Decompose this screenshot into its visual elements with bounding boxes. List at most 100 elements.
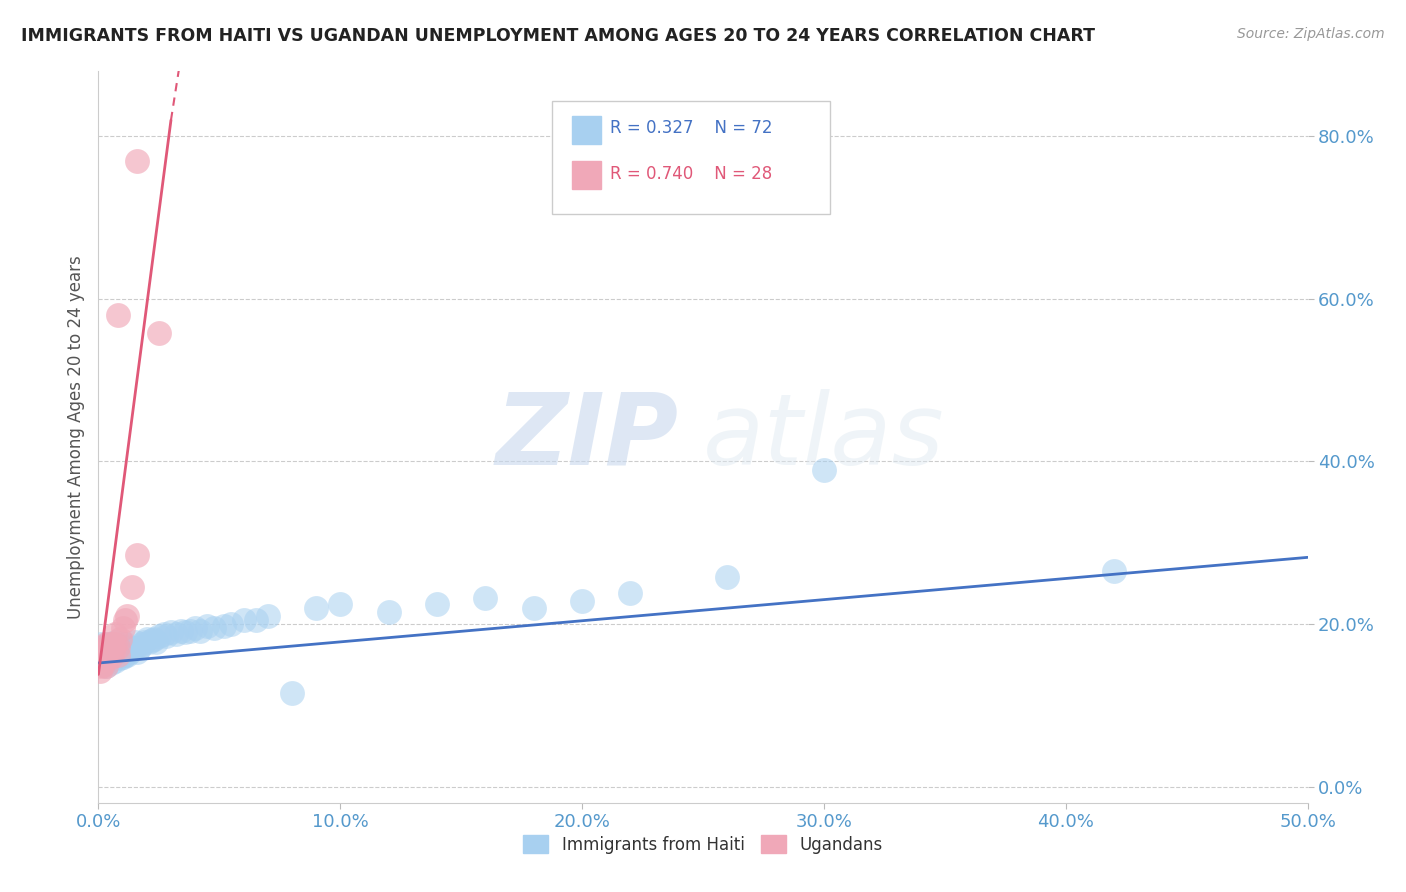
Point xyxy=(100,656,122,670)
Point xyxy=(100,648,122,662)
Point xyxy=(124,635,146,649)
Point xyxy=(474,591,496,605)
Point xyxy=(91,657,114,672)
Point xyxy=(94,659,117,673)
Point xyxy=(91,640,114,654)
Point xyxy=(179,624,201,638)
Point xyxy=(104,654,127,668)
Point xyxy=(195,618,218,632)
Point xyxy=(426,597,449,611)
Point xyxy=(94,637,117,651)
Point xyxy=(117,608,139,623)
Point xyxy=(141,633,163,648)
Point xyxy=(160,625,183,640)
Point xyxy=(127,548,149,562)
Point xyxy=(188,624,211,638)
Point xyxy=(89,654,111,668)
Point xyxy=(101,651,124,665)
Point xyxy=(305,600,328,615)
Point xyxy=(104,626,127,640)
Point xyxy=(104,637,127,651)
Point xyxy=(329,597,352,611)
Point xyxy=(97,648,120,662)
Point xyxy=(97,654,120,668)
Point xyxy=(571,594,593,608)
Point xyxy=(91,648,114,662)
Point xyxy=(813,462,835,476)
Point xyxy=(104,635,127,649)
Point xyxy=(143,632,166,646)
Point xyxy=(169,624,191,638)
Point xyxy=(716,570,738,584)
Point xyxy=(127,645,149,659)
Point xyxy=(134,635,156,649)
Point xyxy=(90,651,112,665)
Point xyxy=(101,643,124,657)
Point xyxy=(94,651,117,665)
Point xyxy=(204,621,226,635)
Point xyxy=(377,605,399,619)
Point xyxy=(91,648,114,662)
Text: R = 0.327    N = 72: R = 0.327 N = 72 xyxy=(610,120,772,137)
Point xyxy=(101,645,124,659)
Point xyxy=(281,686,304,700)
Point xyxy=(94,641,117,656)
Point xyxy=(107,640,129,654)
Point xyxy=(91,640,114,654)
Point xyxy=(107,641,129,656)
Point xyxy=(128,640,150,654)
Point xyxy=(221,617,243,632)
Point xyxy=(165,626,187,640)
Point xyxy=(212,618,235,632)
Point xyxy=(135,632,157,646)
Point xyxy=(101,637,124,651)
Point xyxy=(121,643,143,657)
Point xyxy=(121,581,143,595)
Point xyxy=(131,637,153,651)
Point xyxy=(97,640,120,654)
FancyBboxPatch shape xyxy=(572,161,602,189)
Point xyxy=(184,621,207,635)
Point xyxy=(174,625,197,640)
Point xyxy=(619,586,641,600)
Point xyxy=(124,641,146,656)
Point xyxy=(138,635,160,649)
Point xyxy=(245,613,267,627)
Point xyxy=(127,153,149,168)
Point xyxy=(91,657,114,672)
Point xyxy=(145,635,167,649)
Point xyxy=(152,626,174,640)
Point xyxy=(155,629,177,643)
Point xyxy=(104,645,127,659)
Point xyxy=(94,649,117,664)
Text: Source: ZipAtlas.com: Source: ZipAtlas.com xyxy=(1237,27,1385,41)
Point xyxy=(108,651,131,665)
Text: IMMIGRANTS FROM HAITI VS UGANDAN UNEMPLOYMENT AMONG AGES 20 TO 24 YEARS CORRELAT: IMMIGRANTS FROM HAITI VS UGANDAN UNEMPLO… xyxy=(21,27,1095,45)
Point xyxy=(118,645,141,659)
FancyBboxPatch shape xyxy=(572,116,602,144)
Point xyxy=(256,608,278,623)
Point xyxy=(89,664,111,678)
Point xyxy=(97,637,120,651)
Point xyxy=(97,645,120,659)
Point xyxy=(107,308,129,322)
Legend: Immigrants from Haiti, Ugandans: Immigrants from Haiti, Ugandans xyxy=(516,829,890,860)
Point xyxy=(148,326,170,340)
Point xyxy=(1102,564,1125,578)
Point xyxy=(108,632,131,646)
Point xyxy=(148,629,170,643)
Point xyxy=(232,613,254,627)
Point xyxy=(114,648,136,662)
Point xyxy=(117,648,139,662)
Point xyxy=(90,659,112,673)
Text: R = 0.740    N = 28: R = 0.740 N = 28 xyxy=(610,165,772,183)
Point xyxy=(89,645,111,659)
Point xyxy=(114,637,136,651)
Point xyxy=(108,643,131,657)
Text: ZIP: ZIP xyxy=(496,389,679,485)
FancyBboxPatch shape xyxy=(551,101,830,214)
Point xyxy=(111,640,134,654)
Point xyxy=(107,649,129,664)
Point xyxy=(100,649,122,664)
Point xyxy=(90,637,112,651)
